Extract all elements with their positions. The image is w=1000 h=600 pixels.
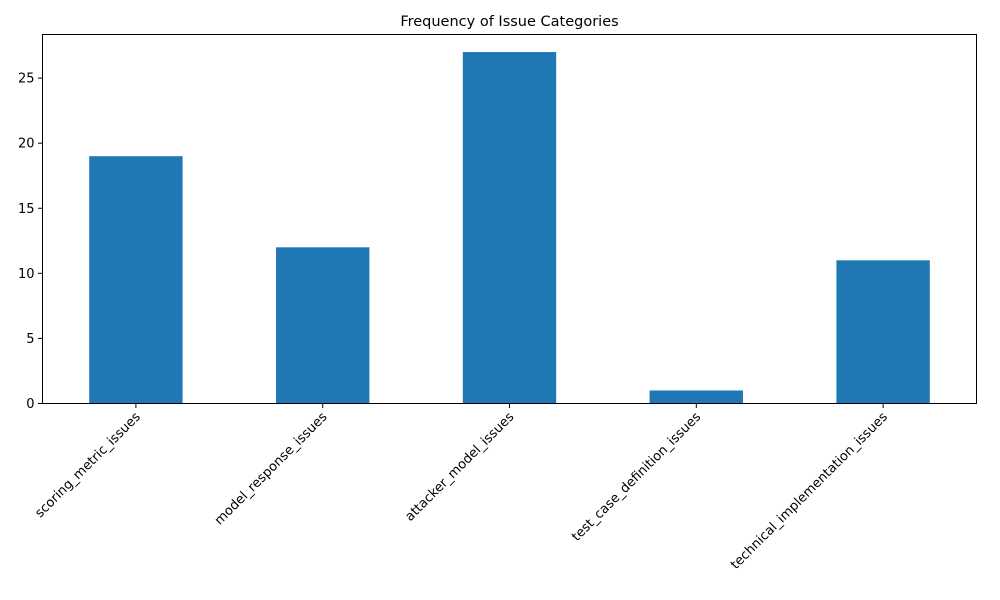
y-tick-label: 0: [26, 397, 34, 412]
bar-technical_implementation_issues: [836, 260, 929, 403]
bar-attacker_model_issues: [463, 52, 556, 403]
y-tick-label: 5: [26, 332, 34, 347]
bar-test_case_definition_issues: [650, 390, 743, 403]
bar-model_response_issues: [276, 247, 369, 403]
chart-title: Frequency of Issue Categories: [400, 14, 618, 30]
y-tick-label: 15: [18, 202, 35, 217]
y-tick-label: 25: [18, 72, 35, 87]
y-tick-label: 20: [18, 137, 35, 152]
bar-scoring_metric_issues: [89, 156, 182, 403]
y-tick-label: 10: [18, 267, 35, 282]
